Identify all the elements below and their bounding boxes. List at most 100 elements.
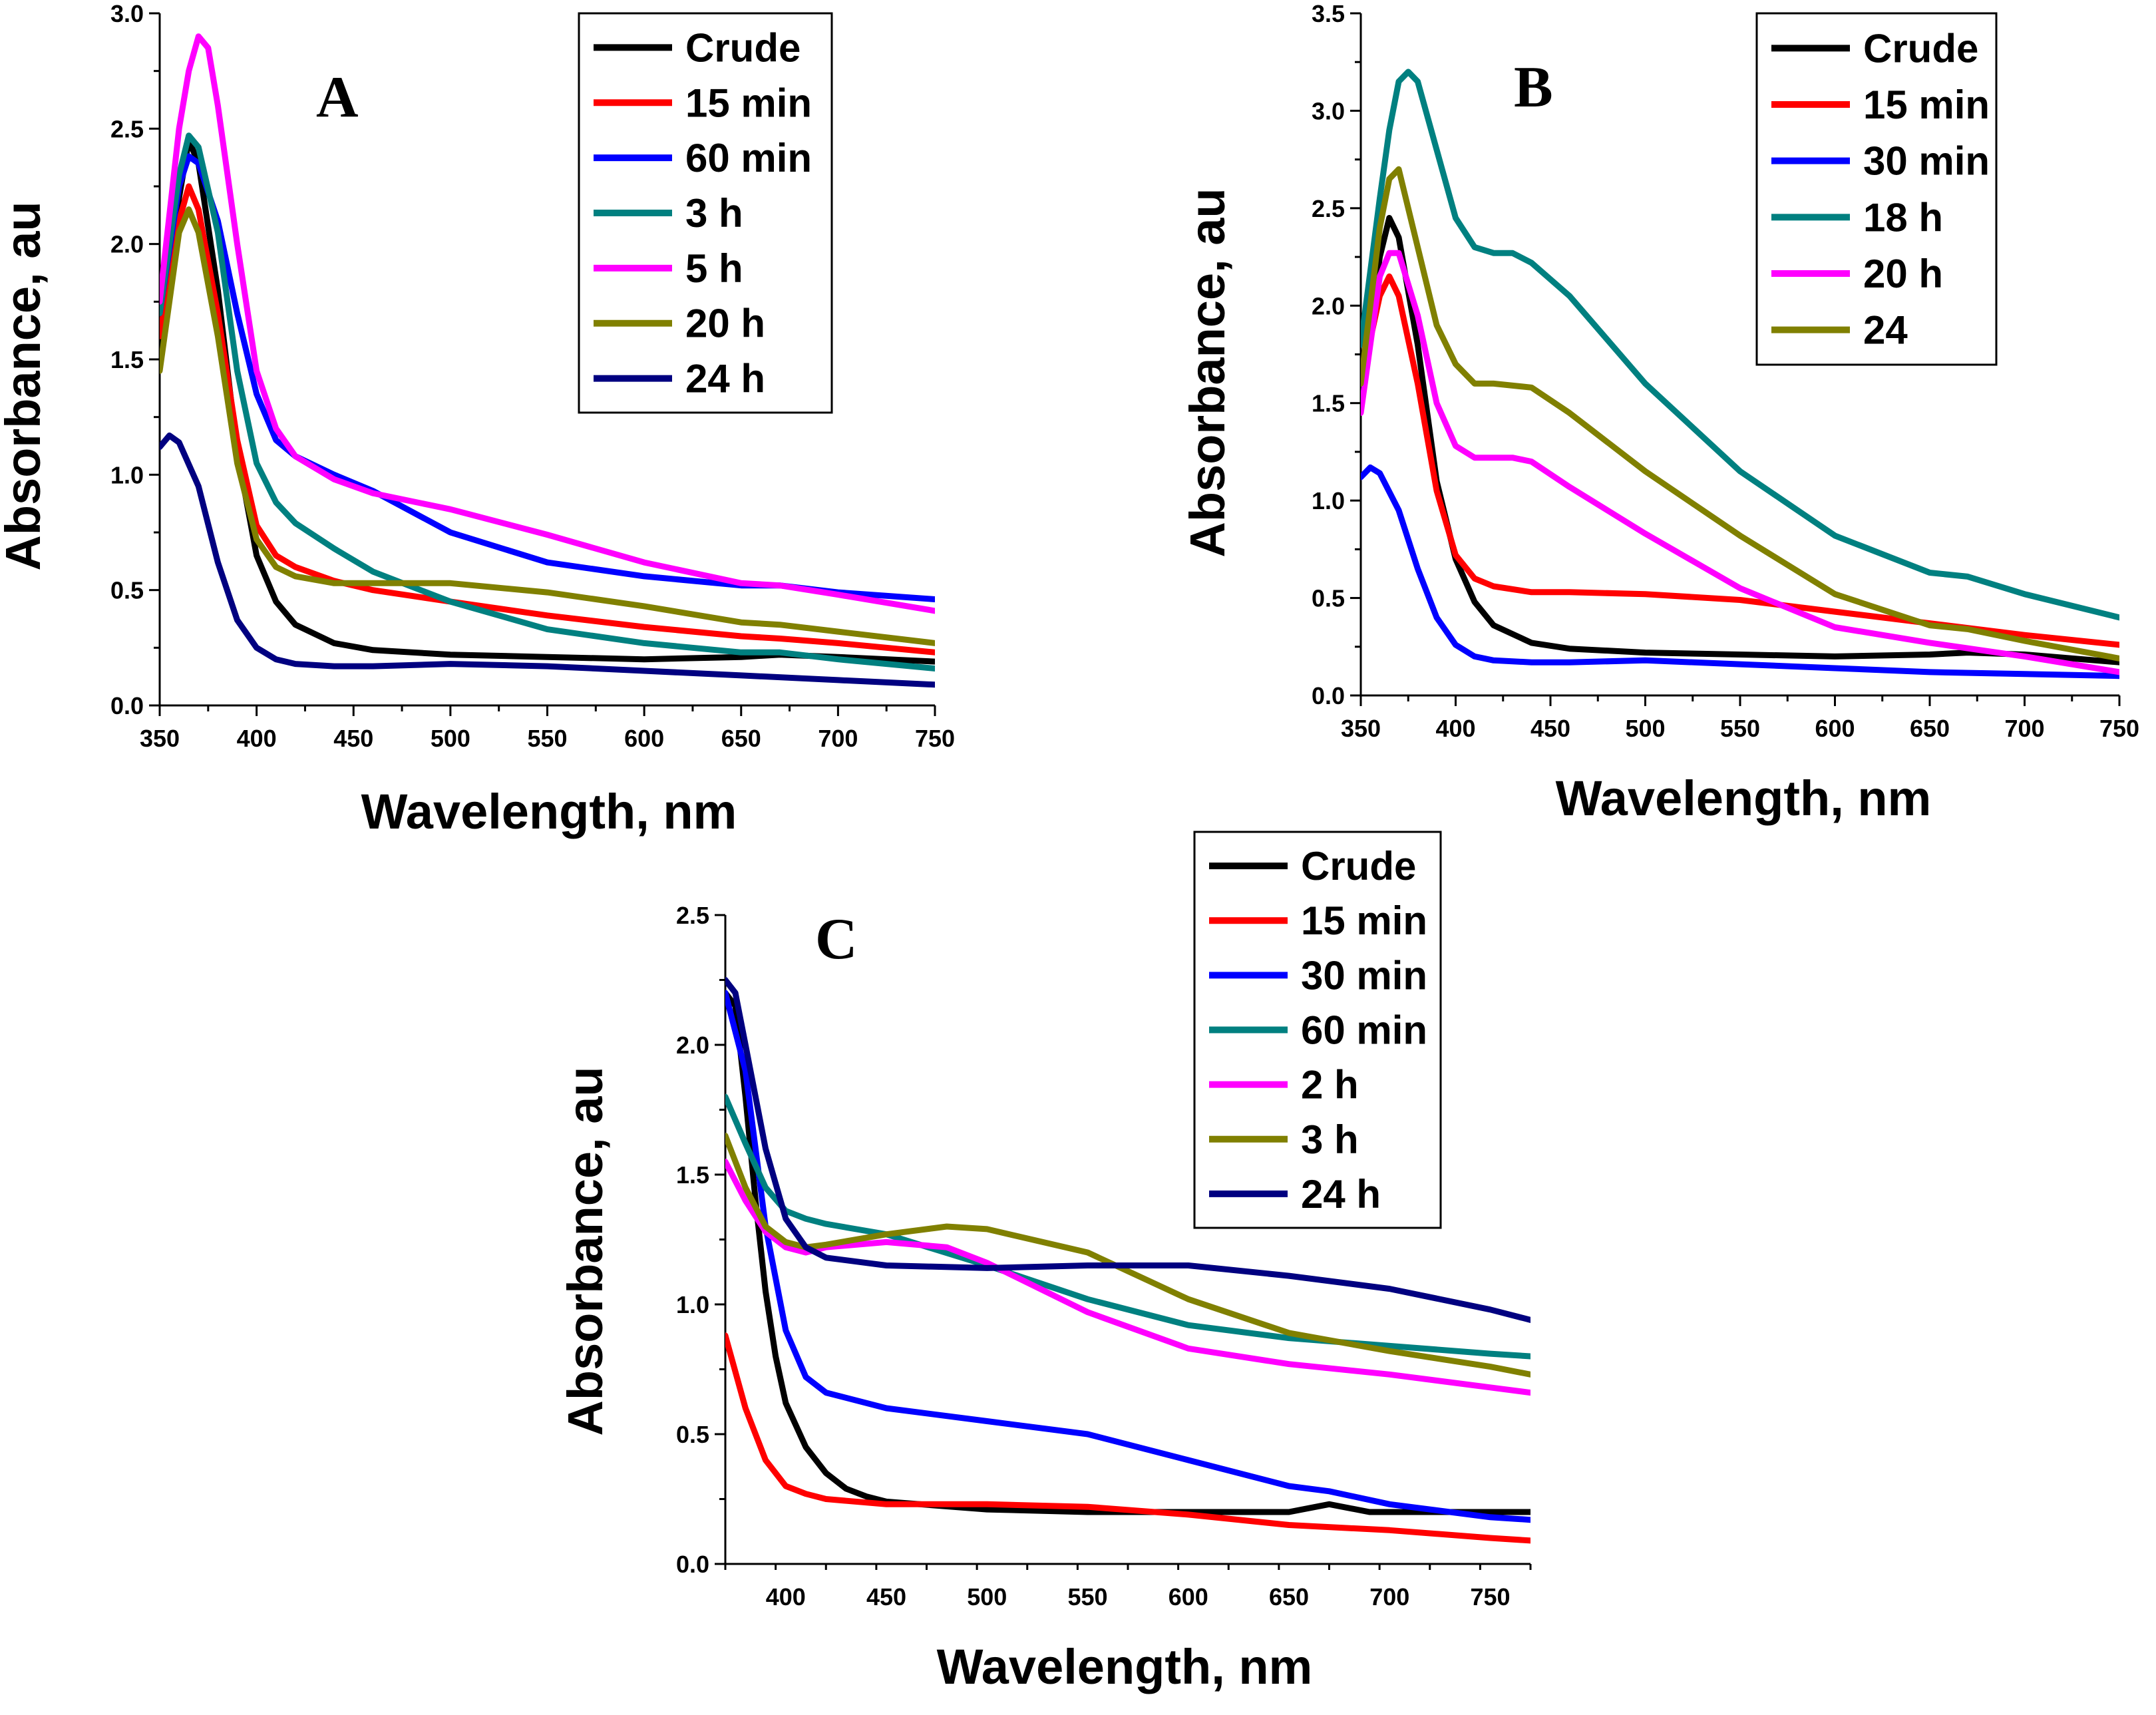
y-tick-label: 3.0 — [1312, 97, 1345, 124]
x-tick-label: 700 — [1369, 1583, 1409, 1611]
series-line — [725, 1133, 1530, 1378]
x-tick-label: 700 — [2004, 715, 2044, 742]
legend: Crude 15 min 30 min 60 min 2 h 3 h 24 h — [1193, 831, 1442, 1229]
series-line — [1361, 166, 2119, 662]
y-tick-label: 3.0 — [110, 0, 144, 27]
chart-panel-B: 350 400 450 500 550 600 650 700 750 0.0 0.5 1.0 1.5 2… — [1180, 0, 2139, 826]
x-tick-label: 600 — [1815, 715, 1855, 742]
legend-label: 24 h — [685, 357, 765, 401]
x-tick-label: 550 — [527, 725, 567, 752]
x-tick-label: 750 — [2099, 715, 2139, 742]
y-tick-label: 3.5 — [1312, 0, 1345, 27]
x-tick-label: 700 — [818, 725, 858, 752]
x-axis-title: Wavelength, nm — [937, 1639, 1313, 1694]
legend-label: 24 h — [1301, 1172, 1381, 1217]
y-tick-label: 0.0 — [1312, 682, 1345, 709]
series-line — [160, 432, 935, 688]
series-line — [725, 1159, 1530, 1396]
series-line — [1361, 273, 2119, 648]
y-tick-label: 2.5 — [110, 115, 144, 142]
x-tick-label: 550 — [1720, 715, 1760, 742]
x-tick-label: 400 — [1435, 715, 1475, 742]
series-line — [725, 1093, 1530, 1360]
legend-label: 15 min — [685, 81, 812, 125]
x-tick-label: 450 — [866, 1583, 906, 1611]
legend: Crude 15 min 30 min 18 h 20 h 24 — [1755, 12, 1998, 366]
y-tick-label: 0.0 — [676, 1551, 709, 1578]
y-tick-label: 1.5 — [110, 346, 144, 373]
panel-label: A — [316, 65, 359, 130]
x-tick-label: 550 — [1067, 1583, 1107, 1611]
y-tick-label: 2.5 — [1312, 195, 1345, 222]
y-axis-title: Absorbance, au — [1180, 188, 1235, 557]
y-tick-label: 1.0 — [676, 1291, 709, 1318]
legend-label: 3 h — [685, 191, 743, 236]
legend-label: 20 h — [1863, 252, 1943, 296]
x-tick-label: 500 — [967, 1583, 1007, 1611]
series-line — [1361, 250, 2119, 675]
legend-label: 18 h — [1863, 195, 1943, 240]
x-tick-label: 650 — [721, 725, 761, 752]
x-tick-label: 600 — [1168, 1583, 1208, 1611]
y-tick-label: 1.0 — [110, 461, 144, 488]
legend-label: 3 h — [1301, 1117, 1359, 1162]
series-line — [725, 990, 1530, 1515]
x-tick-label: 450 — [333, 725, 373, 752]
legend-box — [1755, 12, 1998, 366]
y-axis-title: Absorbance, au — [558, 1066, 613, 1435]
legend-label: 24 — [1863, 308, 1908, 353]
legend-label: 20 h — [685, 301, 765, 346]
series-line — [160, 183, 935, 656]
legend-label: 15 min — [1301, 898, 1427, 943]
panel-label: C — [815, 907, 858, 972]
y-tick-label: 1.5 — [676, 1161, 709, 1189]
x-tick-label: 500 — [1625, 715, 1665, 742]
x-tick-label: 750 — [1470, 1583, 1510, 1611]
legend-label: Crude — [1863, 26, 1978, 71]
y-tick-label: 1.5 — [1312, 390, 1345, 417]
chart-panel-C: 400 450 500 550 600 650 700 750 0.0 0.5 1.0 1.5 2.0 2… — [558, 831, 1532, 1694]
series-line — [160, 132, 935, 671]
legend-label: 15 min — [1863, 83, 1990, 127]
series-line — [725, 990, 1530, 1523]
series-line — [1361, 69, 2119, 621]
legend-label: 60 min — [685, 136, 812, 180]
x-tick-label: 750 — [915, 725, 955, 752]
y-tick-label: 1.0 — [1312, 487, 1345, 514]
y-tick-label: 2.0 — [1312, 292, 1345, 319]
x-axis-title: Wavelength, nm — [361, 784, 737, 839]
y-tick-label: 0.5 — [1312, 585, 1345, 612]
x-axis-title: Wavelength, nm — [1556, 771, 1932, 826]
x-tick-label: 650 — [1910, 715, 1950, 742]
y-tick-label: 0.5 — [110, 577, 144, 604]
x-tick-label: 350 — [140, 725, 180, 752]
legend-label: Crude — [1301, 844, 1416, 888]
legend-label: 2 h — [1301, 1063, 1359, 1107]
x-tick-label: 450 — [1530, 715, 1570, 742]
series-line — [1361, 215, 2119, 666]
legend-label: 30 min — [1863, 139, 1990, 184]
series-line — [1361, 464, 2119, 679]
y-tick-label: 0.5 — [676, 1421, 709, 1448]
y-tick-label: 2.0 — [676, 1032, 709, 1059]
panel-label: B — [1514, 55, 1553, 120]
legend-label: 5 h — [685, 246, 743, 291]
x-tick-label: 400 — [237, 725, 277, 752]
series-line — [160, 33, 935, 614]
legend-label: 30 min — [1301, 953, 1427, 998]
x-tick-label: 400 — [766, 1583, 806, 1611]
legend-label: Crude — [685, 25, 801, 70]
series-line — [160, 206, 935, 646]
y-tick-label: 0.0 — [110, 692, 144, 719]
y-tick-label: 2.5 — [676, 902, 709, 929]
y-tick-label: 2.0 — [110, 231, 144, 258]
legend-label: 60 min — [1301, 1008, 1427, 1053]
chart-panel-A: 350 400 450 500 550 600 650 700 750 0.0 0.5 1.0 1.5 2… — [0, 0, 955, 839]
x-tick-label: 350 — [1341, 715, 1381, 742]
legend: Crude 15 min 60 min 3 h 5 h 20 h 24 h — [578, 12, 833, 414]
legend-box — [1193, 831, 1442, 1229]
x-tick-label: 500 — [431, 725, 470, 752]
x-tick-label: 650 — [1269, 1583, 1309, 1611]
series-line — [725, 977, 1530, 1323]
